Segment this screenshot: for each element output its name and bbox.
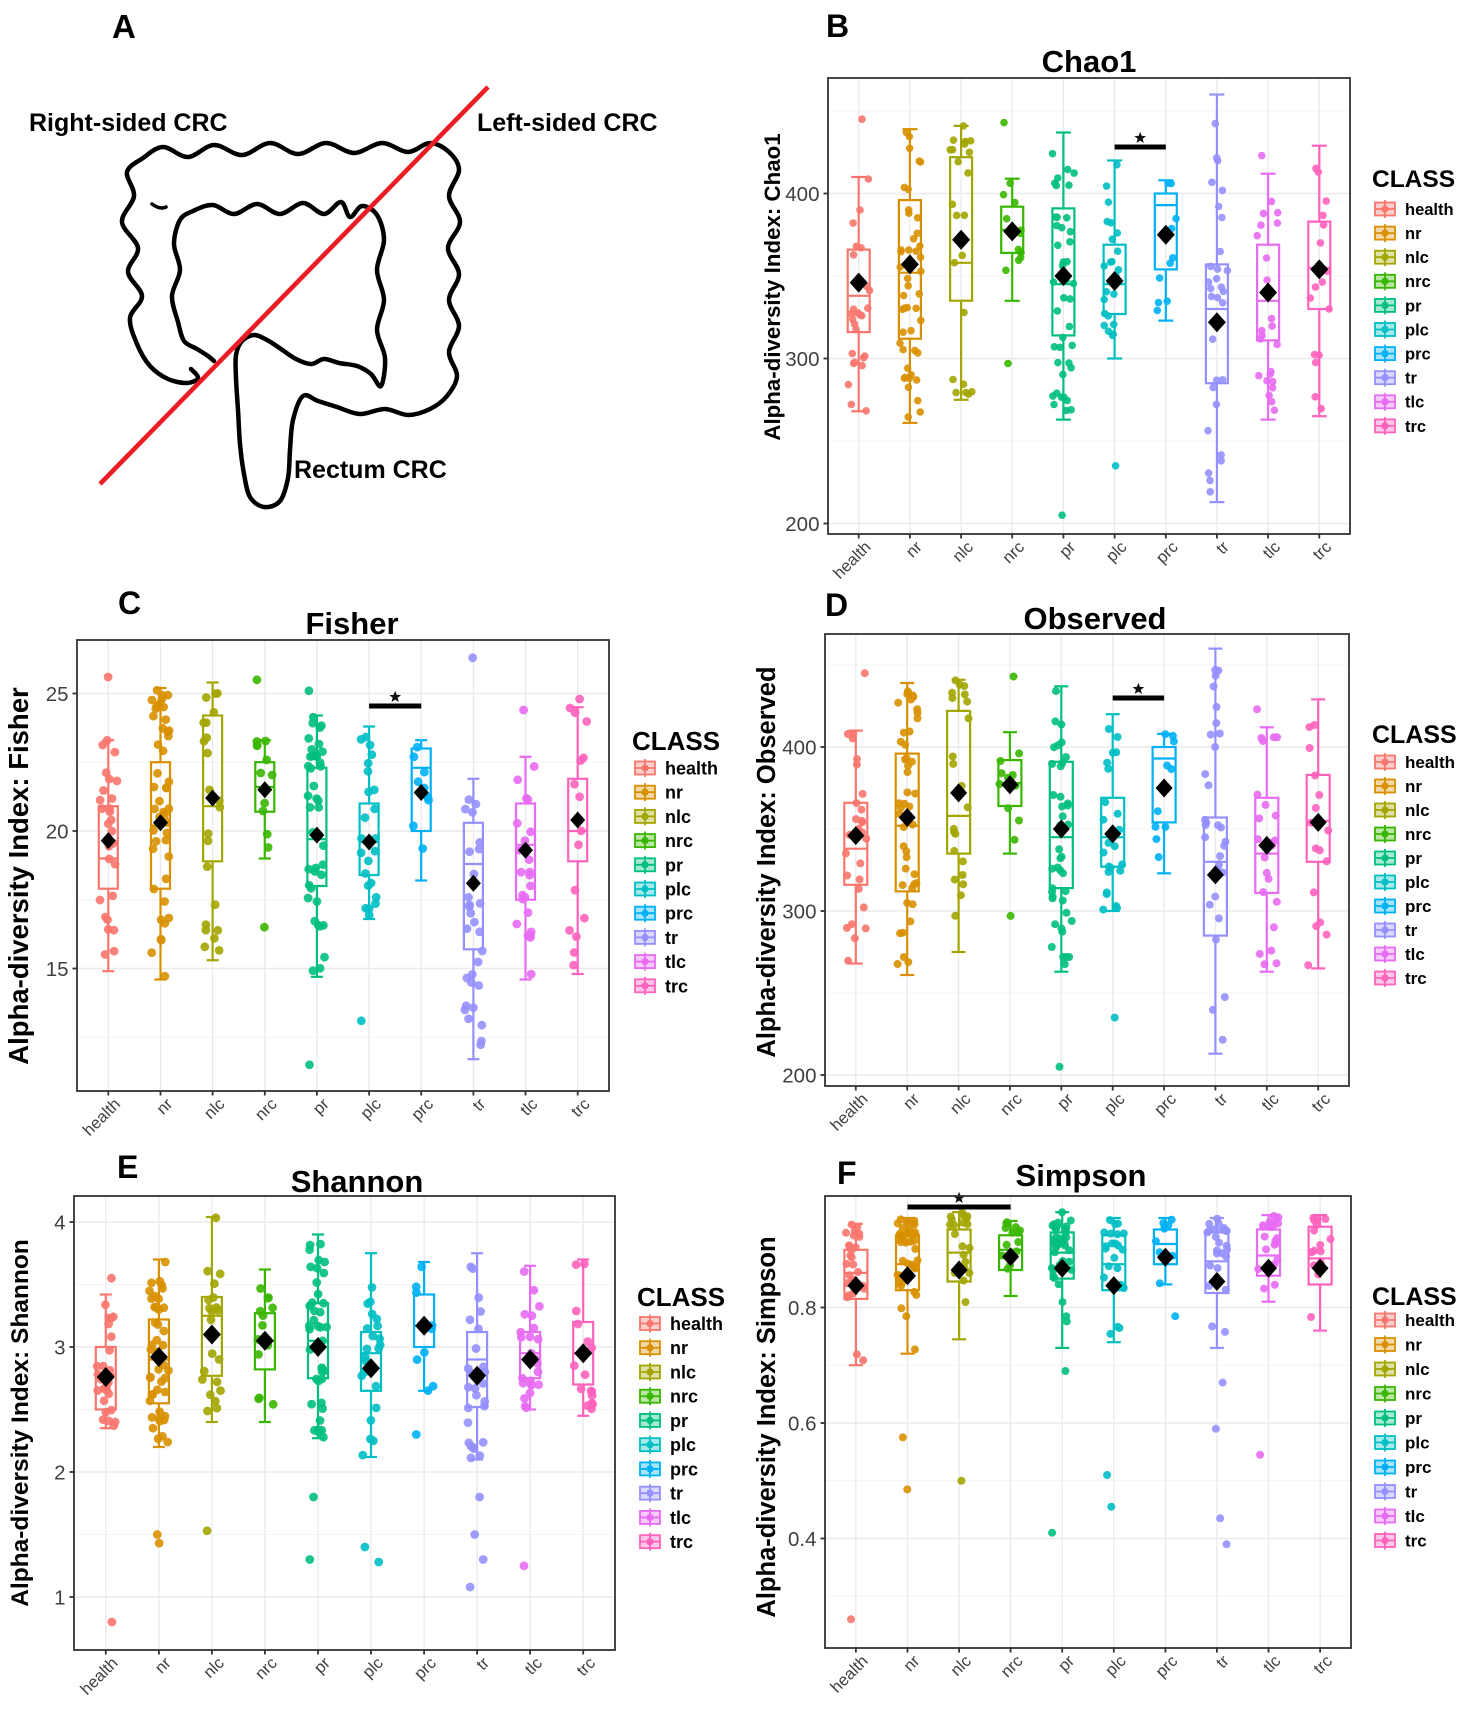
- svg-text:tr: tr: [1405, 1483, 1418, 1502]
- svg-text:nrc: nrc: [670, 1387, 698, 1407]
- svg-text:4: 4: [54, 1211, 65, 1234]
- svg-text:nr: nr: [1405, 1336, 1422, 1355]
- svg-text:Alpha-diversity Index: Chao1: Alpha-diversity Index: Chao1: [760, 133, 785, 440]
- svg-text:0.4: 0.4: [788, 1528, 817, 1551]
- svg-text:health: health: [1405, 1311, 1455, 1330]
- svg-text:prc: prc: [665, 904, 693, 924]
- svg-text:C: C: [118, 585, 141, 621]
- svg-text:300: 300: [782, 900, 816, 923]
- svg-text:Right-sided CRC: Right-sided CRC: [29, 109, 228, 137]
- svg-text:prc: prc: [1405, 897, 1431, 916]
- svg-text:nrc: nrc: [665, 831, 693, 851]
- svg-text:CLASS: CLASS: [632, 726, 720, 756]
- svg-text:plc: plc: [665, 880, 691, 900]
- svg-text:CLASS: CLASS: [637, 1282, 725, 1312]
- svg-text:nrc: nrc: [1405, 273, 1431, 291]
- svg-text:nr: nr: [670, 1338, 688, 1358]
- svg-text:3: 3: [54, 1336, 65, 1359]
- svg-text:nlc: nlc: [1405, 801, 1430, 820]
- svg-text:tr: tr: [1405, 370, 1417, 388]
- svg-text:trc: trc: [1405, 1532, 1427, 1551]
- svg-text:trc: trc: [665, 976, 688, 996]
- svg-text:CLASS: CLASS: [1372, 721, 1457, 749]
- svg-text:Alpha-diversity Index: Observe: Alpha-diversity Index: Observed: [753, 666, 781, 1057]
- svg-text:plc: plc: [1405, 1434, 1430, 1453]
- svg-text:CLASS: CLASS: [1372, 1283, 1457, 1311]
- svg-text:Rectum CRC: Rectum CRC: [294, 456, 447, 484]
- svg-text:Fisher: Fisher: [305, 606, 398, 641]
- svg-text:prc: prc: [1405, 1458, 1431, 1477]
- svg-text:nr: nr: [665, 783, 683, 803]
- svg-text:Chao1: Chao1: [1042, 44, 1137, 79]
- svg-text:nlc: nlc: [665, 807, 691, 827]
- svg-text:pr: pr: [1405, 297, 1422, 315]
- svg-text:pr: pr: [665, 855, 683, 875]
- svg-text:200: 200: [782, 1064, 816, 1087]
- svg-text:20: 20: [46, 820, 69, 843]
- svg-text:tlc: tlc: [1405, 1507, 1425, 1526]
- svg-text:tlc: tlc: [1405, 394, 1424, 412]
- svg-text:tlc: tlc: [665, 952, 686, 972]
- svg-text:nr: nr: [1405, 777, 1422, 796]
- svg-text:Left-sided CRC: Left-sided CRC: [477, 109, 658, 137]
- svg-text:health: health: [670, 1314, 723, 1334]
- svg-text:pr: pr: [1405, 849, 1422, 868]
- svg-text:25: 25: [46, 683, 69, 706]
- svg-text:nlc: nlc: [1405, 1360, 1430, 1379]
- svg-text:tlc: tlc: [1405, 945, 1425, 964]
- svg-text:tlc: tlc: [670, 1508, 691, 1528]
- svg-text:tr: tr: [1405, 921, 1418, 940]
- svg-text:2: 2: [54, 1461, 65, 1484]
- svg-text:tr: tr: [665, 928, 678, 948]
- svg-text:Simpson: Simpson: [1016, 1158, 1147, 1193]
- svg-text:health: health: [665, 759, 718, 779]
- svg-text:15: 15: [46, 958, 69, 981]
- svg-text:nrc: nrc: [1405, 1385, 1431, 1404]
- svg-text:400: 400: [785, 183, 819, 206]
- svg-text:300: 300: [785, 348, 819, 371]
- svg-text:prc: prc: [670, 1459, 698, 1479]
- svg-text:A: A: [112, 8, 136, 45]
- svg-text:Shannon: Shannon: [291, 1164, 424, 1199]
- svg-text:pr: pr: [1405, 1409, 1422, 1428]
- svg-text:trc: trc: [1405, 418, 1426, 436]
- svg-text:0.6: 0.6: [788, 1412, 817, 1435]
- svg-text:0.8: 0.8: [788, 1297, 817, 1320]
- svg-text:E: E: [117, 1149, 138, 1185]
- svg-text:B: B: [826, 8, 849, 44]
- svg-text:trc: trc: [1405, 969, 1427, 988]
- svg-text:plc: plc: [1405, 873, 1430, 892]
- svg-text:D: D: [825, 587, 848, 623]
- svg-text:nlc: nlc: [1405, 249, 1429, 267]
- svg-text:health: health: [1405, 201, 1454, 219]
- svg-text:Alpha-diversity Index: Fisher: Alpha-diversity Index: Fisher: [3, 687, 34, 1065]
- svg-text:200: 200: [785, 513, 819, 536]
- svg-text:1: 1: [54, 1586, 65, 1609]
- svg-text:Observed: Observed: [1023, 601, 1166, 636]
- svg-text:pr: pr: [670, 1411, 688, 1431]
- svg-text:trc: trc: [670, 1532, 693, 1552]
- svg-text:nr: nr: [1405, 225, 1422, 243]
- svg-text:CLASS: CLASS: [1372, 166, 1455, 193]
- svg-text:tr: tr: [670, 1484, 683, 1504]
- svg-text:plc: plc: [1405, 321, 1429, 339]
- svg-text:400: 400: [782, 736, 816, 759]
- svg-text:plc: plc: [670, 1435, 696, 1455]
- svg-text:F: F: [837, 1155, 857, 1191]
- svg-text:nlc: nlc: [670, 1363, 696, 1383]
- svg-text:health: health: [1405, 753, 1455, 772]
- svg-text:Alpha-diversity Index: Shannon: Alpha-diversity Index: Shannon: [7, 1239, 34, 1607]
- svg-text:Alpha-diversity Index: Simpson: Alpha-diversity Index: Simpson: [753, 1236, 781, 1617]
- svg-text:nrc: nrc: [1405, 825, 1431, 844]
- svg-text:prc: prc: [1405, 346, 1431, 364]
